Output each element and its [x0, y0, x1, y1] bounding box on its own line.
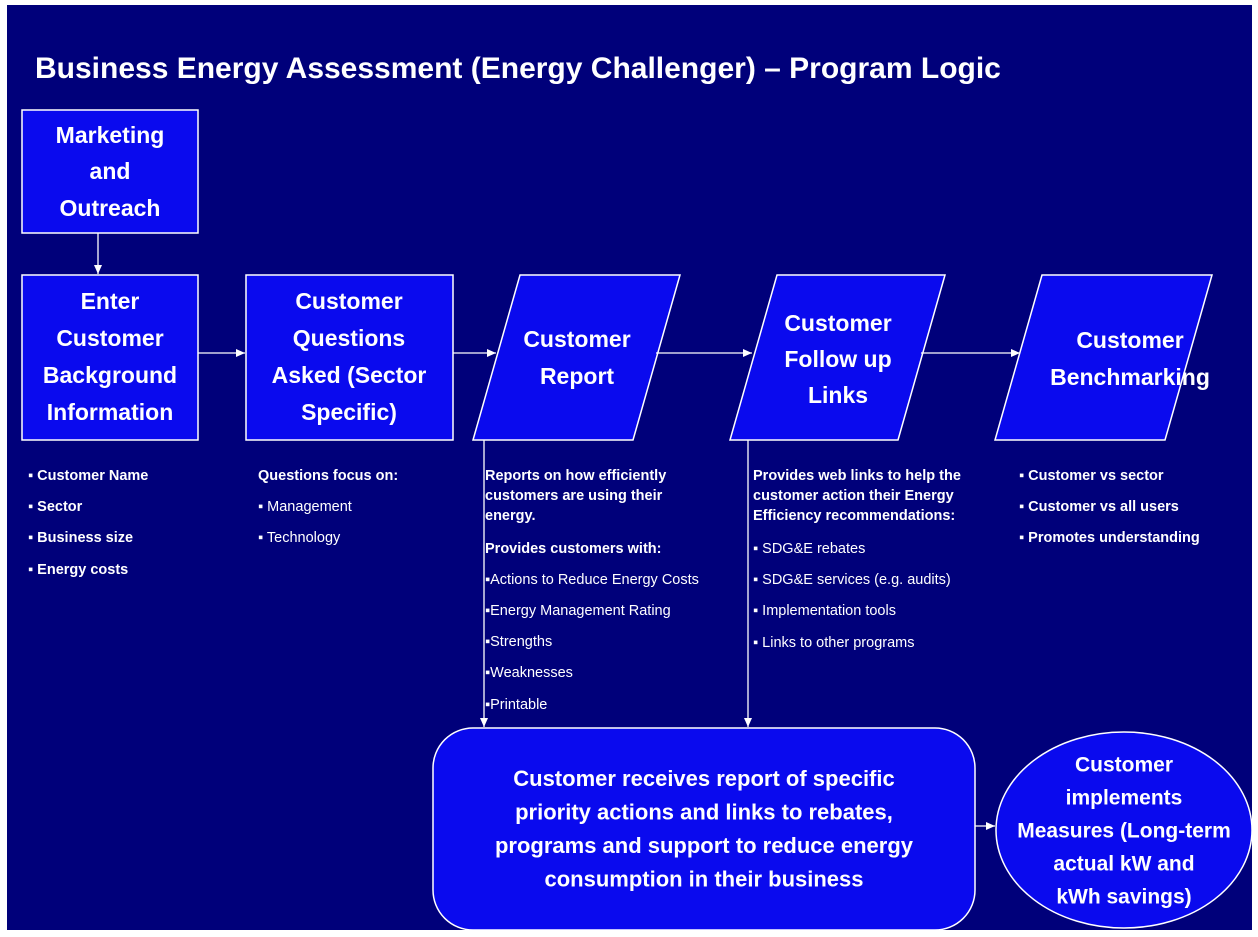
- outcome-label: programs and support to reduce energy: [495, 833, 914, 858]
- detail-item: ▪ Customer Name: [28, 468, 148, 484]
- detail-item: energy.: [485, 508, 536, 524]
- node-label: Customer: [523, 326, 630, 352]
- node-label: Customer: [56, 325, 163, 351]
- detail-item: customer action their Energy: [753, 488, 954, 504]
- detail-item: Efficiency recommendations:: [753, 508, 955, 524]
- outcome-box: [432, 727, 976, 931]
- detail-item: ▪Energy Management Rating: [485, 603, 671, 619]
- node-label: Enter: [81, 288, 140, 314]
- node-label: Background: [43, 362, 177, 388]
- detail-item: ▪ Customer vs sector: [1019, 468, 1164, 484]
- detail-item: Provides customers with:: [485, 541, 661, 557]
- detail-item: ▪ Promotes understanding: [1019, 530, 1200, 546]
- detail-item: ▪ SDG&E services (e.g. audits): [753, 572, 951, 588]
- questions-box: [245, 274, 454, 441]
- detail-item: ▪Weaknesses: [485, 665, 573, 681]
- marketing-box: [21, 109, 199, 234]
- detail-item: customers are using their: [485, 488, 663, 504]
- result-label: Customer: [1075, 754, 1173, 777]
- node-label: Customer: [784, 310, 891, 336]
- result-label: actual kW and: [1053, 853, 1194, 876]
- outcome-label: priority actions and links to rebates,: [515, 799, 893, 824]
- result-ellipse: [995, 731, 1253, 929]
- node-label: Questions: [293, 325, 405, 351]
- detail-item: ▪ Sector: [28, 499, 83, 515]
- detail-item: Provides web links to help the: [753, 468, 961, 484]
- node-label: Outreach: [60, 195, 161, 221]
- node-label: Customer: [1076, 327, 1183, 353]
- detail-item: ▪ Business size: [28, 530, 133, 546]
- detail-item: ▪Strengths: [485, 634, 552, 650]
- result-label: Measures (Long-term: [1017, 820, 1231, 843]
- node-label: Follow up: [784, 346, 891, 372]
- node-label: Information: [47, 399, 174, 425]
- node-label: Asked (Sector: [272, 362, 427, 388]
- title: Business Energy Assessment (Energy Chall…: [35, 52, 1001, 85]
- detail-item: ▪ Links to other programs: [753, 635, 915, 651]
- detail-item: ▪ SDG&E rebates: [753, 541, 865, 557]
- node-label: Specific): [301, 399, 397, 425]
- outcome-label: consumption in their business: [544, 866, 863, 891]
- node-label: Report: [540, 363, 614, 389]
- detail-item: ▪ Energy costs: [28, 562, 128, 578]
- detail-item: ▪ Implementation tools: [753, 603, 896, 619]
- report-shape: [472, 274, 681, 441]
- detail-item: ▪Printable: [485, 697, 547, 713]
- detail-item: ▪ Technology: [258, 530, 341, 546]
- links-shape: [729, 274, 946, 441]
- benchmark-shape: [994, 274, 1213, 441]
- detail-item: ▪ Customer vs all users: [1019, 499, 1179, 515]
- result-label: kWh savings): [1056, 886, 1191, 909]
- node-label: Marketing: [56, 122, 165, 148]
- detail-item: Questions focus on:: [258, 468, 398, 484]
- node-label: Links: [808, 382, 868, 408]
- detail-item: ▪Actions to Reduce Energy Costs: [485, 572, 699, 588]
- node-label: and: [90, 158, 131, 184]
- result-label: implements: [1066, 787, 1183, 810]
- node-label: Customer: [295, 288, 402, 314]
- detail-item: ▪ Management: [258, 499, 352, 515]
- detail-item: Reports on how efficiently: [485, 468, 666, 484]
- outcome-label: Customer receives report of specific: [513, 766, 894, 791]
- node-label: Benchmarking: [1050, 364, 1210, 390]
- background-box: [21, 274, 199, 441]
